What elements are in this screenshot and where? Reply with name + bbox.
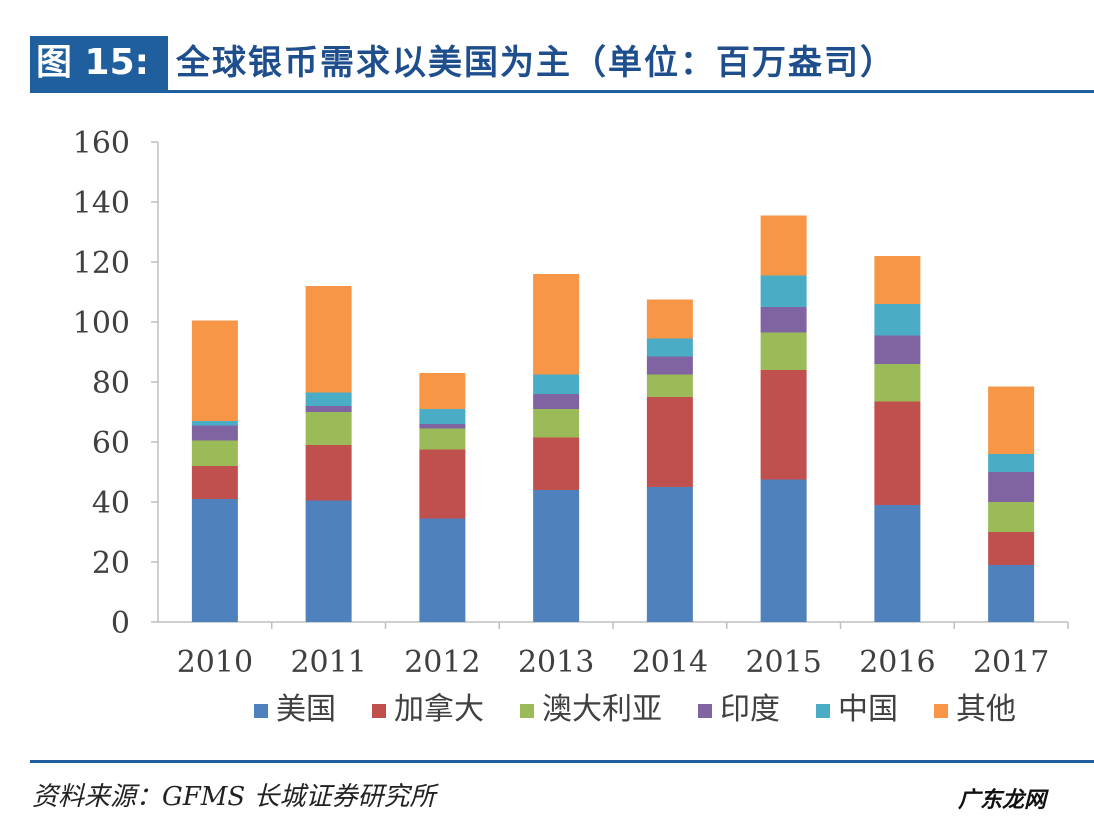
legend-label: 中国 <box>838 692 898 727</box>
bar-segment-2013 <box>533 437 580 490</box>
y-tick-label: 0 <box>111 606 130 641</box>
bar-segment-2014 <box>646 374 693 397</box>
x-tick-label: 2014 <box>632 645 708 680</box>
bar-segment-2017 <box>988 472 1035 502</box>
bar-segment-2014 <box>646 338 693 357</box>
legend-swatch <box>372 704 386 718</box>
bar-segment-2010 <box>191 320 238 421</box>
y-tick-label: 40 <box>92 486 130 521</box>
bar-segment-2011 <box>305 392 352 406</box>
bar-segment-2011 <box>305 286 352 393</box>
x-tick-label: 2016 <box>859 645 935 680</box>
bar-segment-2015 <box>760 370 807 480</box>
bar-segment-2010 <box>191 466 238 499</box>
header-divider <box>30 90 1094 93</box>
bar-segment-2014 <box>646 487 693 622</box>
bar-segment-2010 <box>191 425 238 441</box>
bar-segment-2016 <box>874 304 921 336</box>
bar-segment-2011 <box>305 406 352 412</box>
bar-segment-2017 <box>988 502 1035 532</box>
y-tick-label: 160 <box>73 126 130 161</box>
bar-segment-2012 <box>419 373 466 409</box>
bar-segment-2010 <box>191 499 238 622</box>
bar-segment-2016 <box>874 364 921 402</box>
bar-segment-2014 <box>646 299 693 339</box>
y-tick-label: 80 <box>92 366 130 401</box>
figure-header: 图 15: 全球银币需求以美国为主（单位：百万盎司） <box>30 30 1094 93</box>
bar-segment-2016 <box>874 505 921 622</box>
bar-segment-2015 <box>760 479 807 622</box>
bar-segment-2012 <box>419 428 466 450</box>
bar-segment-2017 <box>988 532 1035 565</box>
bar-segment-2012 <box>419 424 466 429</box>
legend-swatch <box>934 704 948 718</box>
legend-label: 加拿大 <box>394 692 484 727</box>
x-tick-label: 2013 <box>518 645 594 680</box>
x-tick-label: 2017 <box>973 645 1049 680</box>
legend-swatch <box>520 704 534 718</box>
bar-segment-2011 <box>305 500 352 622</box>
bar-segment-2011 <box>305 445 352 501</box>
legend-label: 印度 <box>720 692 780 727</box>
bar-segment-2016 <box>874 256 921 304</box>
chart-title: 全球银币需求以美国为主（单位：百万盎司） <box>176 43 896 83</box>
source-note: 资料来源：GFMS 长城证券研究所 <box>32 782 436 812</box>
chart-legend: 美国 加拿大 澳大利亚 印度 中国 其他 <box>254 692 1016 727</box>
bar-segment-2017 <box>988 386 1035 454</box>
bar-segment-2016 <box>874 401 921 505</box>
bar-segment-2012 <box>419 518 466 622</box>
watermark-text: 广东龙网 <box>958 788 1047 813</box>
bar-series <box>191 215 1035 622</box>
y-tick-label: 100 <box>73 306 130 341</box>
bar-segment-2017 <box>988 565 1035 622</box>
bar-segment-2016 <box>874 335 921 364</box>
y-tick-label: 20 <box>92 546 130 581</box>
bar-segment-2015 <box>760 332 807 370</box>
bar-segment-2013 <box>533 274 580 375</box>
legend-swatch <box>254 704 268 718</box>
legend-swatch <box>816 704 830 718</box>
legend-swatch <box>698 704 712 718</box>
legend-label: 澳大利亚 <box>542 692 662 727</box>
bar-segment-2010 <box>191 421 238 426</box>
bar-segment-2011 <box>305 412 352 445</box>
x-tick-label: 2011 <box>290 645 366 680</box>
bar-segment-2012 <box>419 409 466 424</box>
bar-segment-2015 <box>760 307 807 333</box>
y-tick-label: 60 <box>92 426 130 461</box>
x-tick-label: 2015 <box>745 645 821 680</box>
x-tick-label: 2010 <box>177 645 253 680</box>
bar-segment-2014 <box>646 356 693 375</box>
legend-label: 其他 <box>956 692 1016 727</box>
bar-segment-2015 <box>760 275 807 307</box>
x-tick-label: 2012 <box>404 645 480 680</box>
x-axis: 2010 2011 2012 2013 2014 2015 2016 2017 <box>158 621 1069 680</box>
bar-segment-2014 <box>646 397 693 487</box>
bar-segment-2012 <box>419 449 466 519</box>
bar-segment-2010 <box>191 440 238 466</box>
bar-segment-2013 <box>533 490 580 622</box>
footer-divider <box>30 760 1094 763</box>
y-tick-label: 120 <box>73 246 130 281</box>
figure-label: 图 15: <box>30 36 168 90</box>
legend-label: 美国 <box>276 692 336 727</box>
bar-segment-2017 <box>988 454 1035 472</box>
bar-segment-2013 <box>533 374 580 394</box>
bar-segment-2015 <box>760 215 807 276</box>
y-axis: 0 20 40 60 80 100 120 140 160 <box>73 126 159 641</box>
bar-segment-2013 <box>533 409 580 438</box>
y-tick-label: 140 <box>73 186 130 221</box>
bar-segment-2013 <box>533 394 580 409</box>
